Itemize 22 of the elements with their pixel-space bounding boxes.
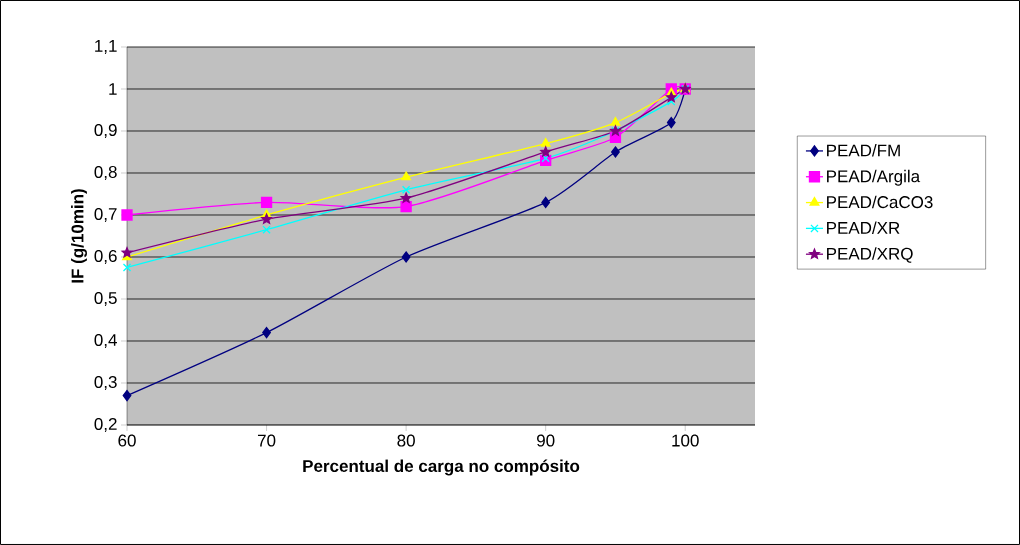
x-tick-label: 60 <box>118 434 136 447</box>
x-tick-label: 70 <box>257 434 276 447</box>
y-tick-label: 1 <box>109 83 117 95</box>
legend-label: PEAD/CaCO3 <box>827 195 933 209</box>
y-tick-label: 0,3 <box>94 375 117 391</box>
legend-label: PEAD/XR <box>827 221 900 234</box>
x-tick-label: 90 <box>537 434 555 447</box>
y-tick-label: 0,7 <box>94 207 117 223</box>
x-axis-title: Percentual de carga no compósito <box>303 459 580 476</box>
y-tick-label: 0,9 <box>94 123 117 139</box>
legend-label: PEAD/FM <box>827 144 900 157</box>
x-tick-label: 100 <box>672 434 699 447</box>
y-tick-label: 0,8 <box>94 165 117 181</box>
y-tick-label: 0,4 <box>94 333 117 349</box>
y-tick-label: 0,5 <box>94 291 117 307</box>
y-axis-title: IF (g/10min) <box>71 189 87 283</box>
x-tick-label: 80 <box>397 434 415 447</box>
y-tick-label: 0,2 <box>94 417 117 433</box>
legend-label: PEAD/Argila <box>827 169 921 186</box>
y-tick-label: 0,6 <box>94 249 117 265</box>
y-tick-label: 1,1 <box>95 40 117 54</box>
legend-label: PEAD/XRQ <box>827 247 913 263</box>
